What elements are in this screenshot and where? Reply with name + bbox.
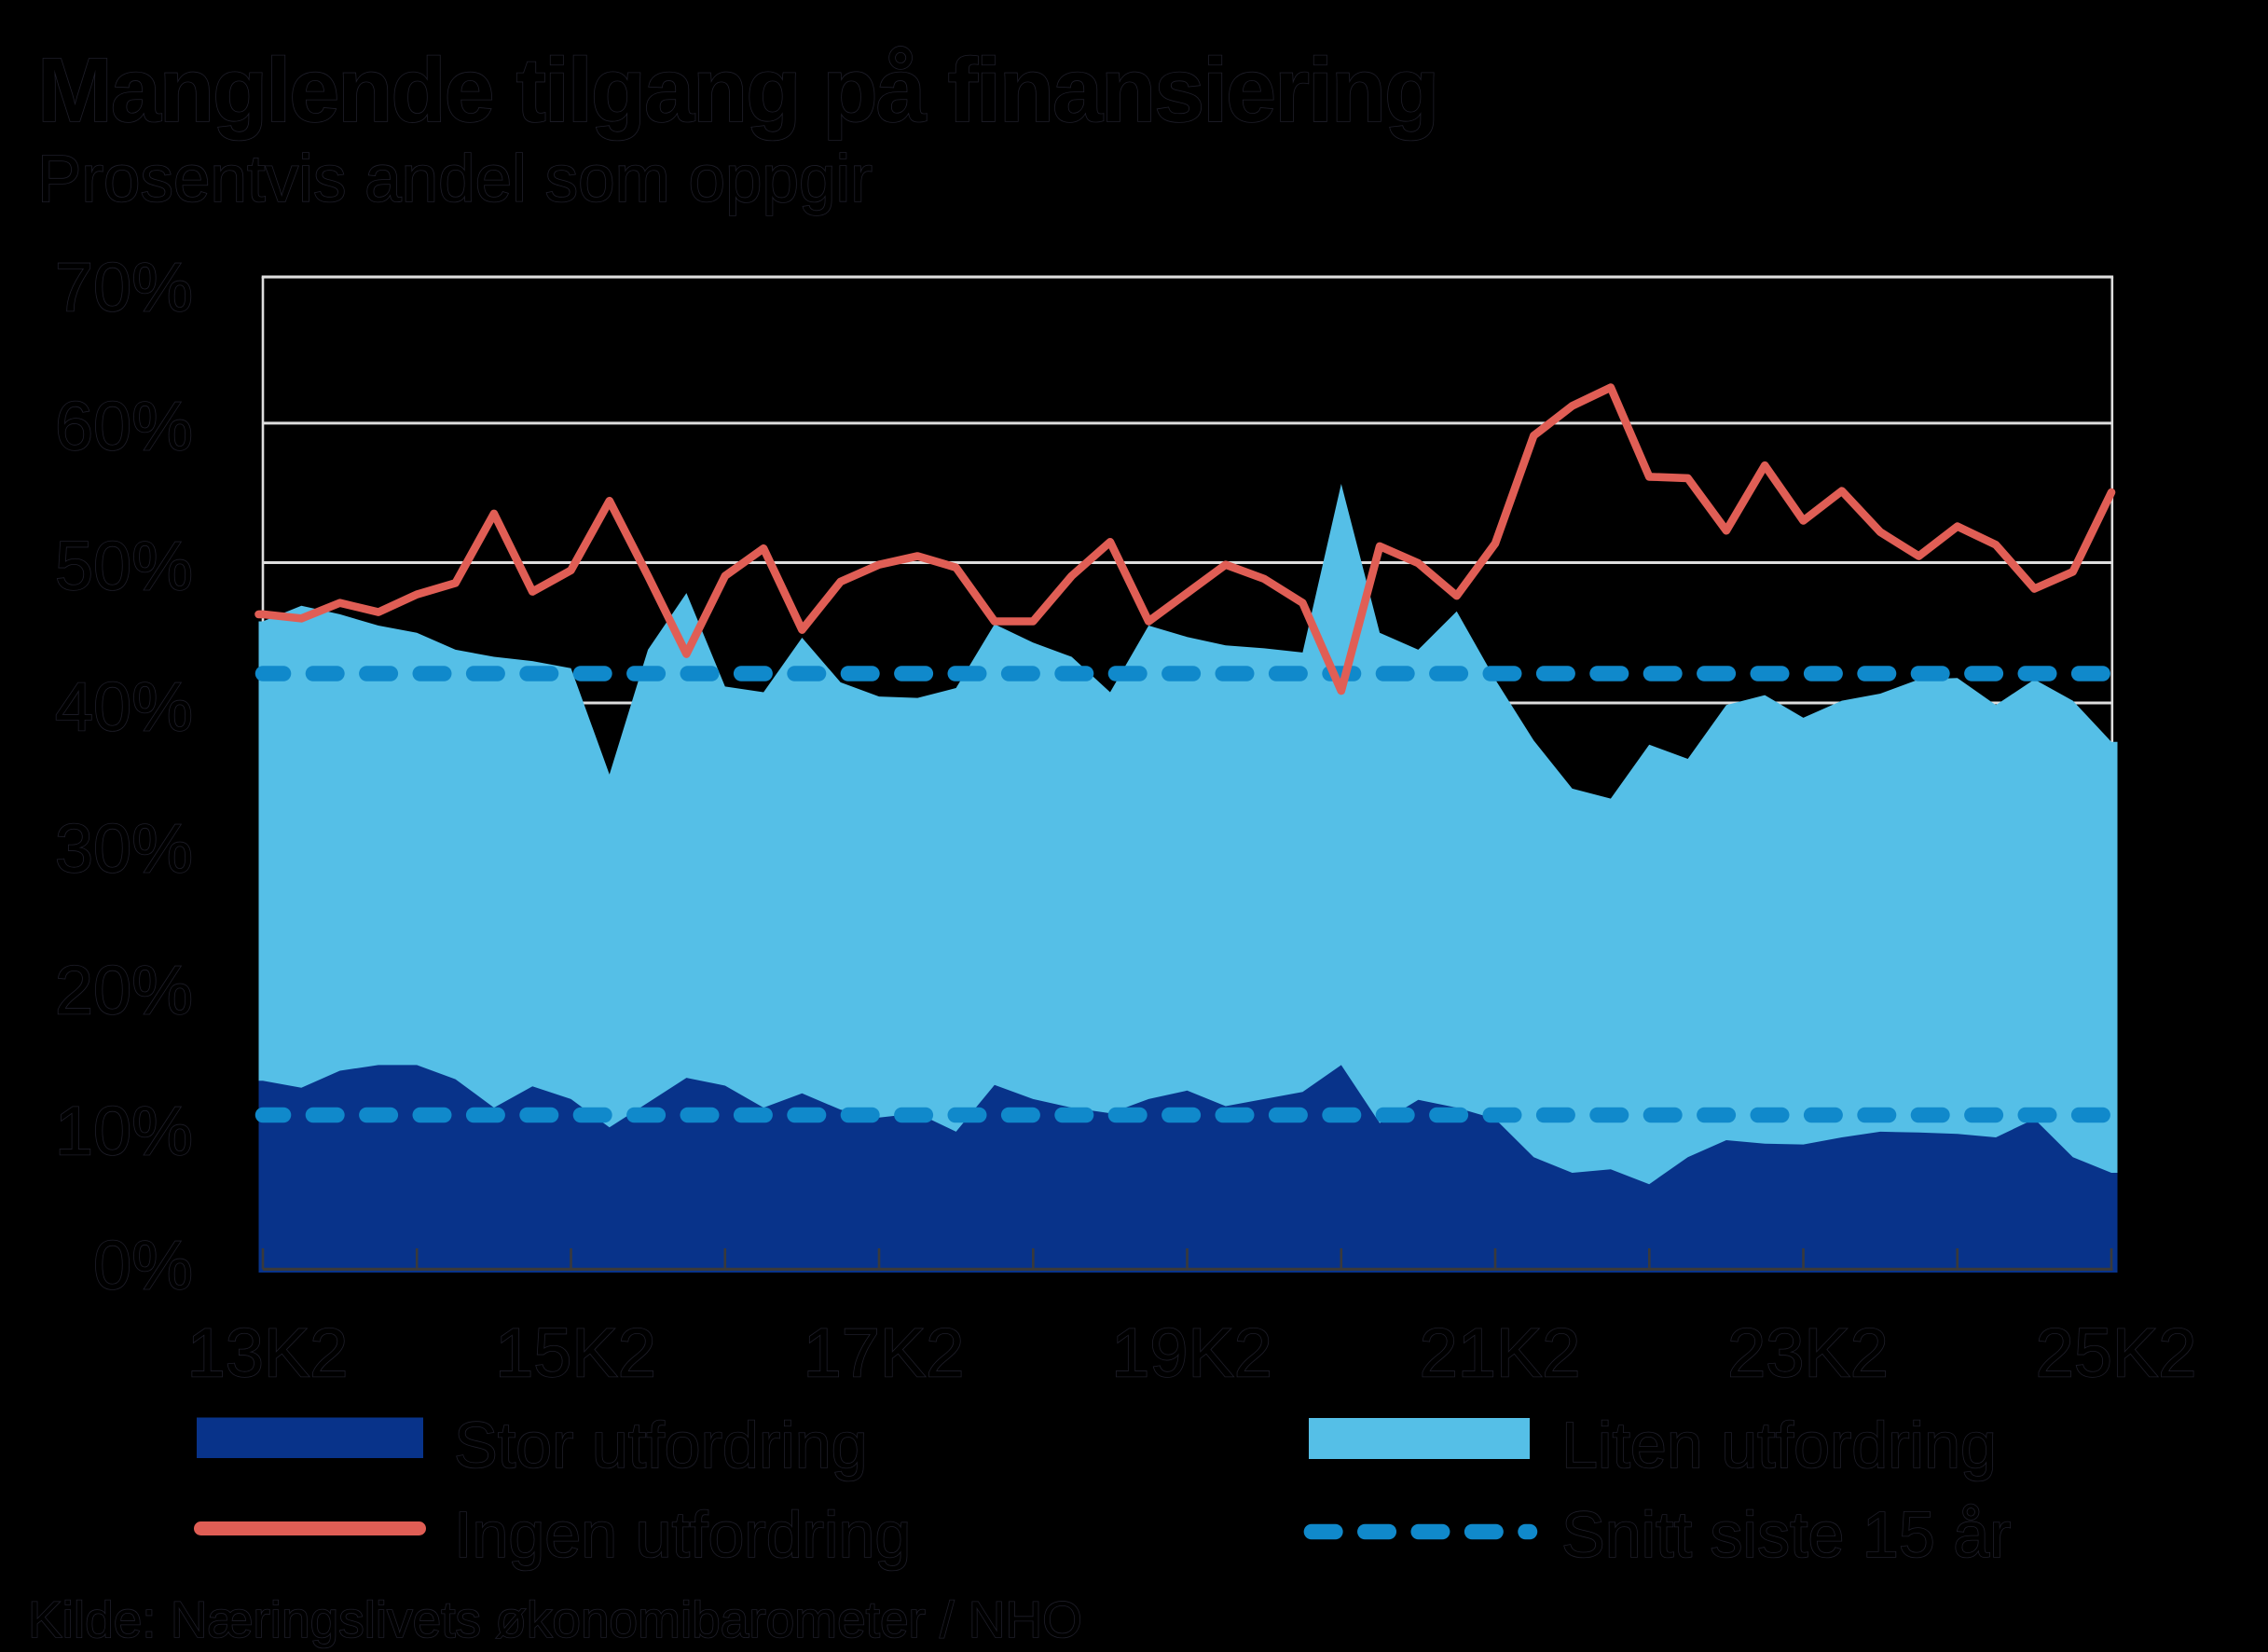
svg-text:60%: 60% — [55, 388, 193, 465]
svg-text:20%: 20% — [55, 952, 193, 1029]
svg-text:50%: 50% — [55, 528, 193, 605]
svg-text:10%: 10% — [55, 1093, 193, 1170]
svg-text:Liten utfordring: Liten utfordring — [1561, 1409, 1997, 1481]
svg-text:21K2: 21K2 — [1420, 1315, 1581, 1392]
svg-text:Manglende tilgang på finansier: Manglende tilgang på finansiering — [37, 39, 1437, 141]
svg-text:17K2: 17K2 — [804, 1315, 965, 1392]
svg-text:15K2: 15K2 — [495, 1315, 656, 1392]
svg-text:Kilde: Næringslivets økonomiba: Kilde: Næringslivets økonomibarometer / … — [28, 1590, 1082, 1648]
svg-text:Stor utfordring: Stor utfordring — [454, 1409, 868, 1481]
svg-text:70%: 70% — [55, 249, 193, 326]
svg-text:40%: 40% — [55, 668, 193, 746]
svg-text:23K2: 23K2 — [1727, 1315, 1889, 1392]
svg-text:Ingen utfordring: Ingen utfordring — [454, 1498, 911, 1571]
svg-text:25K2: 25K2 — [2036, 1315, 2197, 1392]
svg-text:30%: 30% — [55, 810, 193, 888]
svg-text:0%: 0% — [93, 1227, 193, 1304]
svg-text:Snitt siste 15 år: Snitt siste 15 år — [1561, 1498, 2011, 1571]
svg-text:Prosentvis andel som oppgir: Prosentvis andel som oppgir — [37, 143, 873, 216]
svg-text:19K2: 19K2 — [1111, 1315, 1272, 1392]
svg-text:13K2: 13K2 — [187, 1315, 349, 1392]
